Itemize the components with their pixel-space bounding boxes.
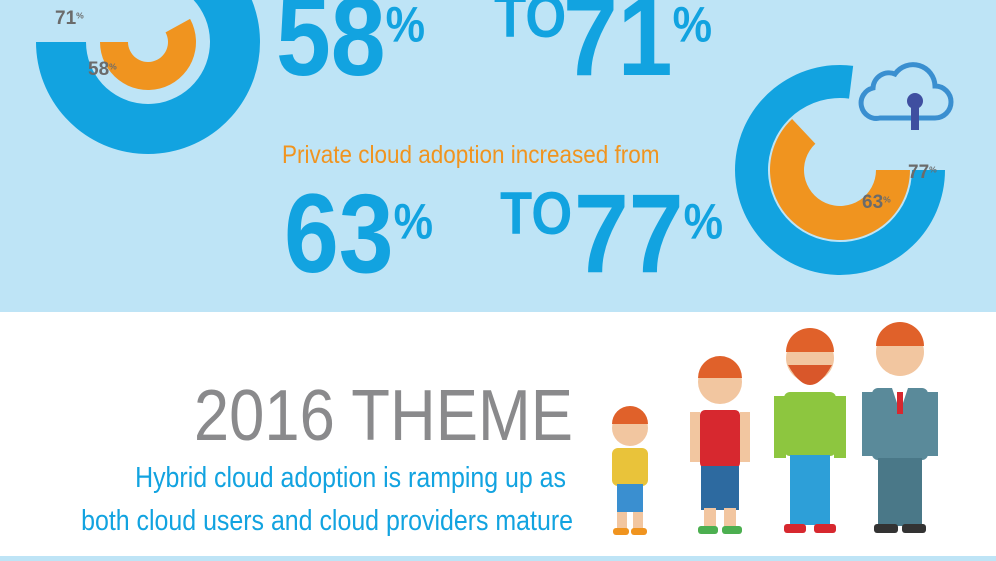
- public-to: 71%: [563, 0, 712, 99]
- theme-title: 2016 THEME: [194, 376, 573, 456]
- private-heading: Private cloud adoption increased from: [282, 141, 659, 169]
- bottom-border: [0, 556, 996, 561]
- donut-label: 71%: [55, 8, 84, 29]
- donut-arc: [100, 18, 197, 91]
- donut-arc: [770, 118, 910, 241]
- public-connector: TO: [494, 0, 566, 50]
- public-from: 58%: [276, 0, 425, 99]
- donut-arc: [735, 64, 945, 275]
- donut-label: 63%: [862, 192, 891, 213]
- donuts: [36, 0, 945, 275]
- donut-arc: [36, 0, 260, 154]
- private-from: 63%: [284, 172, 433, 296]
- private-connector: TO: [500, 180, 572, 247]
- donut-label: 77%: [908, 162, 937, 183]
- cloud-icon: [858, 62, 954, 130]
- theme-line: both cloud users and cloud providers mat…: [81, 504, 573, 536]
- people-illustration: [612, 322, 938, 535]
- donut-label: 58%: [88, 59, 117, 80]
- theme-line: Hybrid cloud adoption is ramping up as: [135, 461, 566, 493]
- private-to: 77%: [574, 172, 723, 296]
